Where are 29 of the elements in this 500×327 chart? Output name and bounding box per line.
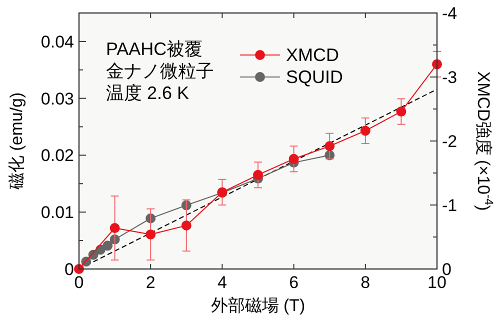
y2-tick-label: -4	[442, 4, 458, 23]
y2-tick-label: -1	[442, 196, 458, 215]
legend-label: XMCD	[286, 45, 339, 65]
x-tick-label: 2	[146, 273, 156, 292]
point	[360, 126, 370, 136]
y2-tick-label: -2	[442, 132, 458, 151]
y-tick-label: 0.02	[40, 146, 74, 166]
annotation: 金ナノ微粒子	[106, 61, 214, 81]
y-tick-label: 0.04	[40, 32, 74, 52]
point	[146, 229, 156, 240]
annotation: 温度 2.6 K	[106, 83, 190, 103]
x-tick-label: 4	[217, 273, 227, 292]
point	[324, 141, 335, 152]
point	[110, 223, 120, 234]
point	[396, 106, 406, 117]
y-axis-title: 磁化 (emu/g)	[7, 92, 26, 191]
x-tick-label: 6	[289, 273, 299, 292]
annotation: PAAHC被覆	[106, 39, 203, 59]
point	[102, 240, 113, 251]
y-tick-label: 0	[64, 260, 74, 279]
legend-label: SQUID	[286, 67, 344, 87]
y-tick-label: 0.03	[40, 89, 74, 108]
x-tick-label: 8	[360, 273, 370, 292]
y2-tick-label: -3	[442, 68, 458, 87]
point	[288, 154, 299, 164]
x-axis-title: 外部磁場 (T)	[210, 296, 306, 315]
y-tick-label: 0.01	[40, 203, 74, 222]
point	[181, 220, 192, 230]
point	[253, 170, 263, 180]
